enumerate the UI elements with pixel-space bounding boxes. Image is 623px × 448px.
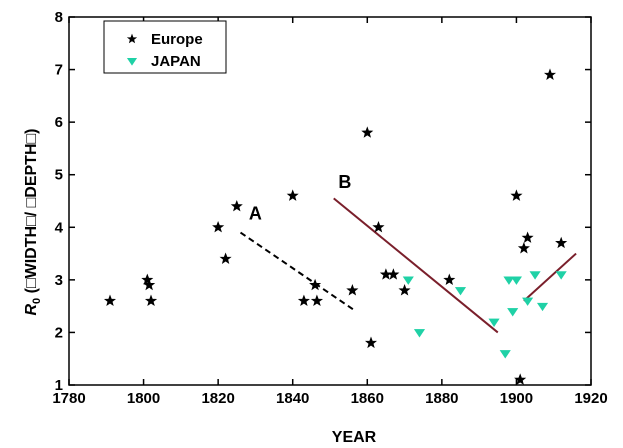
europe-point [346, 284, 359, 296]
y-tick-label: 1 [55, 377, 63, 394]
europe-point [141, 273, 154, 285]
europe-point [286, 189, 299, 201]
y-tick-label: 4 [55, 219, 64, 236]
europe-point [543, 68, 557, 81]
europe-point [555, 236, 568, 249]
x-axis-title: YEAR [332, 429, 377, 446]
japan-point [555, 271, 567, 280]
x-tick-label: 1920 [574, 390, 607, 407]
japan-point [507, 308, 519, 317]
x-tick-label: 1900 [500, 390, 533, 407]
japan-point [413, 329, 426, 338]
annotation-b: B [338, 172, 351, 192]
legend-japan-marker [126, 58, 138, 66]
y-axis-title-rest: (□WIDTH□/ □DEPTH□) [23, 129, 40, 298]
trend-line-b [333, 197, 499, 334]
y-tick-label: 7 [55, 62, 63, 79]
legend-triangle-icon [126, 58, 138, 66]
japan-point [454, 287, 467, 296]
y-axis-title-main: R [23, 304, 40, 316]
japan-point [522, 297, 534, 306]
y-tick-label: 2 [55, 324, 63, 341]
y-axis-title: R0 (□WIDTH□/ □DEPTH□) [23, 129, 43, 316]
plot-frame [68, 16, 592, 386]
legend-label-japan: JAPAN [151, 53, 201, 70]
japan-point [536, 302, 549, 312]
europe-point [361, 126, 374, 138]
legend-box [103, 20, 227, 74]
europe-point [310, 294, 324, 307]
y-tick-label: 3 [55, 272, 63, 289]
x-tick-label: 1820 [201, 390, 234, 407]
y-axis-title-sub: 0 [31, 298, 43, 304]
europe-point [510, 189, 523, 201]
europe-point [398, 284, 411, 296]
europe-point [364, 336, 378, 349]
x-tick-label: 1860 [351, 390, 384, 407]
europe-point [143, 278, 156, 291]
japan-point [499, 350, 511, 359]
y-tick-label: 5 [55, 167, 63, 184]
x-tick-label: 1780 [52, 390, 85, 407]
europe-point [443, 273, 456, 285]
japan-point [510, 276, 522, 285]
europe-point [144, 294, 158, 306]
trend-lines [239, 197, 577, 334]
legend-label-europe: Europe [151, 31, 203, 48]
legend-europe-marker [126, 33, 138, 44]
europe-point [514, 373, 527, 385]
x-tick-label: 1800 [127, 390, 160, 407]
x-tick-label: 1880 [425, 390, 458, 407]
ticks: 1780 1800 1820 1840 1860 1880 1900 1920 1 2 3 4 5 6 7 8 [52, 9, 607, 407]
europe-point [103, 294, 117, 306]
europe-point [521, 231, 534, 243]
legend-star-icon [126, 33, 138, 44]
y-tick-label: 8 [55, 9, 63, 26]
japan-point [503, 276, 515, 285]
europe-point [230, 199, 243, 212]
europe-point [387, 268, 400, 280]
europe-point [517, 241, 530, 254]
japan-point [488, 318, 500, 327]
europe-point [297, 294, 310, 306]
trend-line-c [523, 252, 577, 302]
japan-point [529, 271, 541, 280]
europe-point [309, 278, 322, 291]
x-tick-label: 1840 [276, 390, 309, 407]
annotation-a: A [249, 203, 262, 223]
y-tick-label: 6 [55, 114, 63, 131]
data-points [103, 68, 568, 385]
europe-point [372, 220, 385, 233]
europe-point [219, 252, 232, 265]
japan-point [402, 276, 414, 285]
annotations: AB [249, 172, 351, 224]
trend-line-a [239, 231, 357, 313]
europe-point [212, 220, 225, 233]
legend: Europe JAPAN [103, 20, 227, 74]
